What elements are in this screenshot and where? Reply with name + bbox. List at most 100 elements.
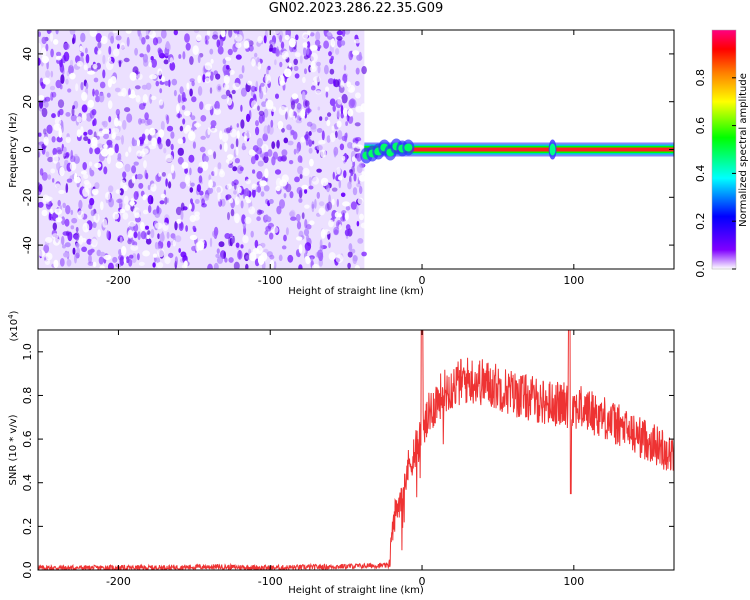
noise-blob [83, 136, 89, 142]
noise-blob [269, 254, 275, 260]
noise-gap [120, 179, 126, 189]
noise-gap [183, 110, 191, 117]
noise-blob [85, 53, 90, 64]
noise-blob [225, 195, 229, 201]
noise-gap [329, 132, 336, 143]
noise-blob [274, 169, 282, 175]
noise-blob [333, 78, 336, 87]
noise-gap [230, 128, 237, 138]
noise-blob [332, 104, 336, 112]
noise-blob [213, 262, 219, 269]
noise-blob [85, 47, 88, 54]
noise-blob [296, 221, 302, 230]
noise-blob [124, 163, 131, 173]
noise-blob [89, 110, 95, 119]
noise-blob [117, 43, 120, 49]
noise-blob [327, 112, 332, 117]
noise-blob [310, 85, 316, 91]
noise-blob [213, 226, 219, 237]
noise-blob [234, 30, 238, 34]
noise-blob [269, 232, 274, 240]
noise-gap [257, 255, 265, 266]
noise-gap [338, 175, 343, 181]
noise-blob [298, 264, 303, 269]
noise-blob [126, 113, 133, 123]
noise-gap [346, 81, 351, 88]
noise-blob [235, 54, 242, 60]
noise-gap [213, 166, 218, 177]
noise-blob [308, 131, 312, 136]
noise-blob [56, 51, 62, 57]
noise-blob [193, 30, 200, 34]
noise-gap [195, 242, 200, 252]
noise-gap [302, 76, 306, 84]
noise-blob [87, 129, 93, 136]
noise-gap [123, 195, 129, 205]
noise-gap [49, 32, 54, 42]
noise-gap [224, 56, 232, 61]
noise-blob [258, 110, 265, 116]
noise-gap [88, 161, 93, 167]
noise-blob [165, 41, 170, 50]
noise-blob [317, 249, 324, 259]
noise-gap [120, 42, 126, 50]
noise-blob [306, 121, 313, 127]
noise-blob [331, 187, 338, 192]
noise-gap [158, 172, 162, 177]
noise-blob [332, 171, 335, 180]
noise-blob [218, 38, 224, 47]
noise-blob [63, 42, 70, 50]
noise-blob [216, 83, 222, 93]
noise-gap [154, 222, 163, 229]
noise-gap [300, 136, 306, 143]
noise-blob [303, 47, 307, 56]
noise-gap [309, 158, 314, 167]
noise-gap [167, 173, 173, 181]
noise-gap [150, 95, 157, 101]
noise-gap [92, 63, 98, 70]
noise-blob [190, 182, 195, 187]
noise-blob [48, 213, 52, 221]
noise-gap [229, 69, 235, 75]
noise-blob [93, 77, 99, 83]
y-tick-label: 0.0 [21, 561, 34, 579]
noise-gap [244, 135, 248, 142]
noise-blob [275, 93, 279, 99]
noise-gap [248, 149, 256, 156]
noise-gap [144, 128, 150, 136]
colorbar-tick-label: 0.8 [694, 69, 707, 87]
noise-gap [41, 47, 47, 58]
noise-gap [65, 136, 71, 143]
noise-blob [73, 234, 79, 240]
noise-gap [261, 144, 269, 153]
noise-gap [44, 259, 51, 265]
noise-blob [180, 210, 184, 221]
x-tick-label: -200 [106, 274, 131, 287]
noise-blob [257, 105, 260, 111]
noise-gap [142, 209, 149, 215]
noise-gap [187, 179, 191, 187]
noise-blob [354, 122, 361, 127]
noise-gap [210, 127, 218, 133]
noise-blob [245, 263, 249, 269]
noise-blob [361, 251, 367, 257]
noise-blob [258, 114, 264, 124]
noise-blob [95, 33, 102, 43]
noise-blob [356, 205, 359, 215]
noise-blob [41, 36, 47, 45]
noise-gap [103, 144, 108, 149]
noise-gap [291, 93, 299, 100]
noise-blob [179, 86, 184, 95]
noise-blob [196, 184, 202, 193]
noise-blob [119, 188, 124, 196]
noise-blob [228, 30, 233, 38]
noise-blob [347, 251, 353, 258]
noise-blob [166, 240, 171, 248]
spectrogram-heatmap [38, 30, 674, 269]
noise-gap [301, 184, 309, 190]
colorbar-tick-label: 0.0 [694, 260, 707, 278]
noise-blob [283, 234, 287, 242]
noise-blob [345, 121, 348, 126]
noise-gap [263, 86, 267, 95]
noise-blob [316, 168, 322, 173]
